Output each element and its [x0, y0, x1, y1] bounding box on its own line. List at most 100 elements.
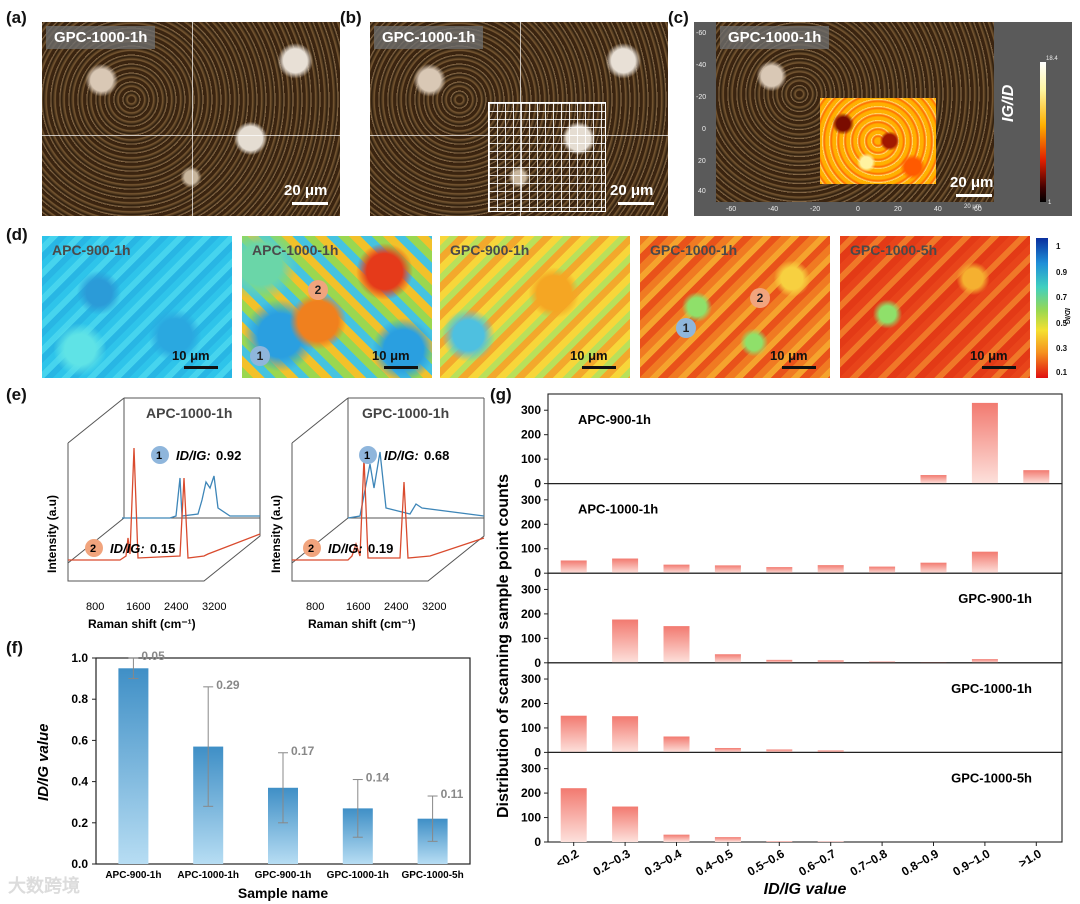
panel-label-e: (e): [6, 385, 27, 404]
c-xtick: 20: [894, 206, 902, 213]
y-tick-label: 200: [521, 786, 541, 800]
bar: [971, 402, 998, 484]
x-tick-label: 0.6~0.7: [796, 846, 838, 878]
panel-label-f: (f): [6, 638, 23, 657]
c-x-unit: 20 µm: [964, 204, 981, 210]
x-tick-label: 0.8~0.9: [899, 846, 941, 878]
y-tick-label: 200: [521, 517, 541, 531]
x-tick-label: APC-900-1h: [105, 870, 161, 881]
map-scalebar: [782, 366, 816, 369]
subplot-frame: [547, 751, 1063, 843]
colorbar-max: 18.4: [1046, 56, 1058, 62]
bar: [920, 562, 947, 574]
series-label: APC-900-1h: [578, 412, 651, 427]
map-scalebar: [582, 366, 616, 369]
x-tick-label: 0.3~0.4: [642, 846, 684, 878]
bar: [714, 747, 741, 753]
panel-label-c: (c): [668, 8, 689, 27]
point-2-marker: [85, 539, 103, 557]
y-tick-label: 0.2: [71, 816, 88, 830]
id-ig-colorbar: [1036, 238, 1048, 378]
x-axis-label: ID/IG value: [764, 881, 847, 898]
x-tick-label: >1.0: [1016, 846, 1044, 870]
raman-xlabel: Raman shift (cm⁻¹): [88, 617, 196, 631]
y-tick-label: 0: [534, 745, 541, 759]
raman-box-2: [291, 397, 485, 582]
bar: [971, 659, 998, 663]
bar: [920, 475, 947, 484]
y-tick-label: 200: [521, 428, 541, 442]
y-tick-label: 0: [534, 477, 541, 491]
map-tag: GPC-1000-5h: [850, 242, 938, 258]
ratio-value: 0.68: [424, 448, 449, 463]
bar: [560, 788, 587, 842]
raman-xtick: 2400: [164, 601, 188, 613]
map-scalebar: [384, 366, 418, 369]
y-tick-label: 0.8: [71, 692, 88, 706]
scalebar-label: 20 μm: [950, 174, 994, 191]
raman-ylabel: Intensity (a.u): [269, 495, 283, 573]
point-1-marker: [359, 446, 377, 464]
panel-label-d: (d): [6, 225, 28, 244]
y-tick-label: 200: [521, 607, 541, 621]
raman-ylabel: Intensity (a.u): [45, 495, 59, 573]
bar: [817, 660, 844, 663]
bar: [1023, 470, 1050, 484]
ratio-value: 0.15: [150, 541, 175, 556]
y-tick-label: 200: [521, 696, 541, 710]
error-label: 0.29: [216, 678, 240, 692]
x-tick-label: GPC-1000-1h: [327, 870, 389, 881]
raman-xlabel: Raman shift (cm⁻¹): [308, 617, 416, 631]
point-1-marker: 1: [250, 346, 270, 366]
x-tick-label: 0.2~0.3: [591, 846, 633, 878]
bar: [766, 749, 793, 753]
y-tick-label: 0.4: [71, 775, 88, 789]
bar: [714, 837, 741, 842]
c-ytick: 0: [702, 126, 706, 133]
c-ytick: -60: [696, 30, 707, 37]
error-label: 0.17: [291, 744, 315, 758]
bar: [612, 716, 639, 753]
map-scale-label: 10 μm: [372, 348, 410, 363]
bar: [663, 736, 690, 753]
c-ytick: -40: [696, 62, 707, 69]
y-axis-label: Distribution of scanning sample point co…: [495, 474, 512, 818]
x-tick-label: <0.2: [554, 846, 582, 870]
point-1-marker: [151, 446, 169, 464]
series-label: GPC-1000-5h: [951, 770, 1032, 785]
ratio-label: ID/IG:: [328, 541, 363, 556]
x-tick-label: 0.4~0.5: [693, 846, 735, 878]
point-1-text: 1: [364, 450, 370, 462]
colorbar-tick: 0.7: [1056, 293, 1068, 302]
x-tick-label: 0.5~0.6: [745, 846, 787, 878]
scan-grid: [488, 102, 606, 212]
bar: [612, 619, 639, 663]
raman-xtick: 2400: [384, 601, 408, 613]
raman-spectra: 1 2 1 2 APC-1000-1h GPC-1000-1h ID/IG: 0…: [45, 397, 485, 631]
micrograph-tag: GPC-1000-1h: [374, 26, 484, 49]
raman-xtick: 1600: [126, 601, 150, 613]
bar: [663, 834, 690, 842]
raman-map-gpc-1000-5h: GPC-1000-5h 10 μm: [840, 236, 1030, 378]
colorbar-label: IG/ID: [1000, 84, 1017, 122]
y-tick-label: 100: [521, 631, 541, 645]
chart-g: 0 100 200 300 APC-900-1h 0 100 200 300 APC-1000-1…: [495, 393, 1063, 898]
map-scalebar: [982, 366, 1016, 369]
point-2-text: 2: [308, 543, 314, 555]
bar: [869, 566, 896, 574]
panel-label-a: (a): [6, 8, 27, 27]
c-xtick: 40: [934, 206, 942, 213]
x-tick-label: 0.7~0.8: [848, 846, 890, 878]
error-label: 0.05: [141, 649, 165, 663]
y-tick-label: 300: [521, 403, 541, 417]
colorbar-tick: 0.5: [1056, 319, 1068, 328]
y-tick-label: 100: [521, 811, 541, 825]
point-1-text: 1: [156, 450, 162, 462]
y-tick-label: 0.6: [71, 733, 88, 747]
ig-id-colorbar: [1040, 62, 1046, 202]
ratio-label: ID/IG:: [176, 448, 211, 463]
y-tick-label: 300: [521, 762, 541, 776]
colorbar-min: 1: [1048, 200, 1052, 206]
x-tick-label: GPC-1000-5h: [401, 870, 463, 881]
bar: [663, 626, 690, 663]
